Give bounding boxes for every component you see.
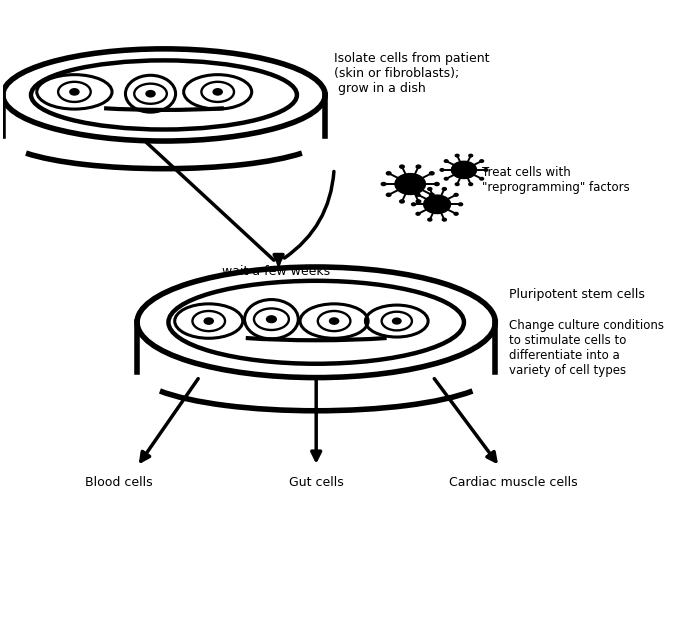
Circle shape	[423, 195, 451, 213]
FancyArrowPatch shape	[274, 255, 283, 264]
Circle shape	[412, 203, 416, 206]
Circle shape	[445, 177, 448, 180]
Circle shape	[454, 193, 458, 196]
Circle shape	[395, 174, 425, 195]
Circle shape	[416, 193, 420, 196]
Circle shape	[416, 200, 421, 203]
Circle shape	[213, 89, 222, 95]
Circle shape	[484, 169, 488, 171]
Circle shape	[458, 203, 462, 206]
Text: Blood cells: Blood cells	[86, 476, 153, 489]
Circle shape	[479, 160, 484, 162]
Circle shape	[382, 182, 386, 185]
Circle shape	[400, 165, 404, 168]
Text: Cardiac muscle cells: Cardiac muscle cells	[449, 476, 577, 489]
Circle shape	[451, 161, 477, 179]
Text: Pluripotent stem cells: Pluripotent stem cells	[509, 288, 645, 301]
Circle shape	[469, 183, 473, 185]
Circle shape	[434, 182, 439, 185]
Circle shape	[393, 318, 401, 324]
Circle shape	[146, 91, 155, 97]
Circle shape	[70, 89, 79, 95]
Circle shape	[443, 188, 447, 190]
Text: Isolate cells from patient
(skin or fibroblasts);
 grow in a dish: Isolate cells from patient (skin or fibr…	[334, 52, 490, 95]
FancyArrowPatch shape	[284, 172, 334, 258]
Circle shape	[429, 172, 434, 175]
Circle shape	[440, 169, 444, 171]
Circle shape	[416, 165, 421, 168]
Circle shape	[386, 193, 391, 197]
Circle shape	[479, 177, 484, 180]
Circle shape	[428, 218, 432, 221]
Circle shape	[428, 188, 432, 190]
Circle shape	[266, 316, 276, 322]
Circle shape	[456, 154, 459, 157]
Circle shape	[456, 183, 459, 185]
Circle shape	[454, 213, 458, 215]
FancyArrowPatch shape	[434, 379, 496, 461]
Circle shape	[445, 160, 448, 162]
Text: Gut cells: Gut cells	[289, 476, 344, 489]
FancyArrowPatch shape	[312, 379, 321, 460]
Circle shape	[329, 318, 338, 324]
Text: Change culture conditions
to stimulate cells to
differentiate into a
variety of : Change culture conditions to stimulate c…	[509, 319, 664, 377]
FancyArrowPatch shape	[141, 379, 198, 461]
Circle shape	[469, 154, 473, 157]
Circle shape	[429, 193, 434, 197]
Circle shape	[386, 172, 391, 175]
Circle shape	[400, 200, 404, 203]
Circle shape	[443, 218, 447, 221]
Circle shape	[416, 213, 420, 215]
Circle shape	[204, 318, 213, 324]
Text: wait a few weeks: wait a few weeks	[222, 265, 330, 278]
Text: Treat cells with
"reprogramming" factors: Treat cells with "reprogramming" factors	[482, 166, 630, 193]
